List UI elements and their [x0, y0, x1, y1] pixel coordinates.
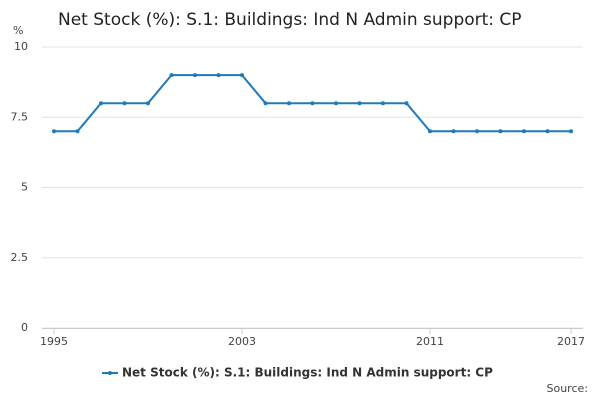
data-point [240, 73, 244, 78]
x-tick-label: 2011 [416, 335, 444, 348]
x-tick-label: 1995 [40, 335, 68, 348]
data-point [498, 129, 503, 134]
data-point [122, 101, 127, 106]
data-point [310, 101, 315, 106]
data-point [193, 73, 197, 78]
data-point [52, 129, 56, 134]
source: Source: [547, 382, 589, 395]
data-point [169, 73, 174, 78]
data-point [146, 101, 150, 106]
legend-marker [108, 371, 112, 375]
y-tick-label: 2.5 [11, 251, 29, 264]
chart-title: Net Stock (%): S.1: Buildings: Ind N Adm… [58, 10, 522, 30]
data-point [99, 101, 103, 106]
data-point [287, 101, 291, 106]
data-point [263, 101, 268, 106]
data-point [569, 129, 573, 134]
x-tick-label: 2017 [557, 335, 585, 348]
data-point [475, 129, 479, 134]
data-point [75, 129, 80, 134]
data-point [451, 129, 456, 134]
x-tick-label: 2003 [228, 335, 256, 348]
data-point [334, 101, 338, 106]
y-axis-label: % [13, 24, 23, 37]
data-point [404, 101, 409, 106]
data-point [522, 129, 526, 134]
data-point [357, 101, 362, 106]
data-point [381, 101, 385, 106]
y-tick-label: 7.5 [11, 110, 29, 123]
y-tick-label: 0 [21, 321, 28, 334]
data-point [428, 129, 432, 134]
data-point [545, 129, 550, 134]
y-tick-label: 5 [21, 181, 28, 194]
y-tick-label: 10 [14, 40, 28, 53]
legend-label: Net Stock (%): S.1: Buildings: Ind N Adm… [122, 366, 493, 380]
data-point [216, 73, 221, 78]
